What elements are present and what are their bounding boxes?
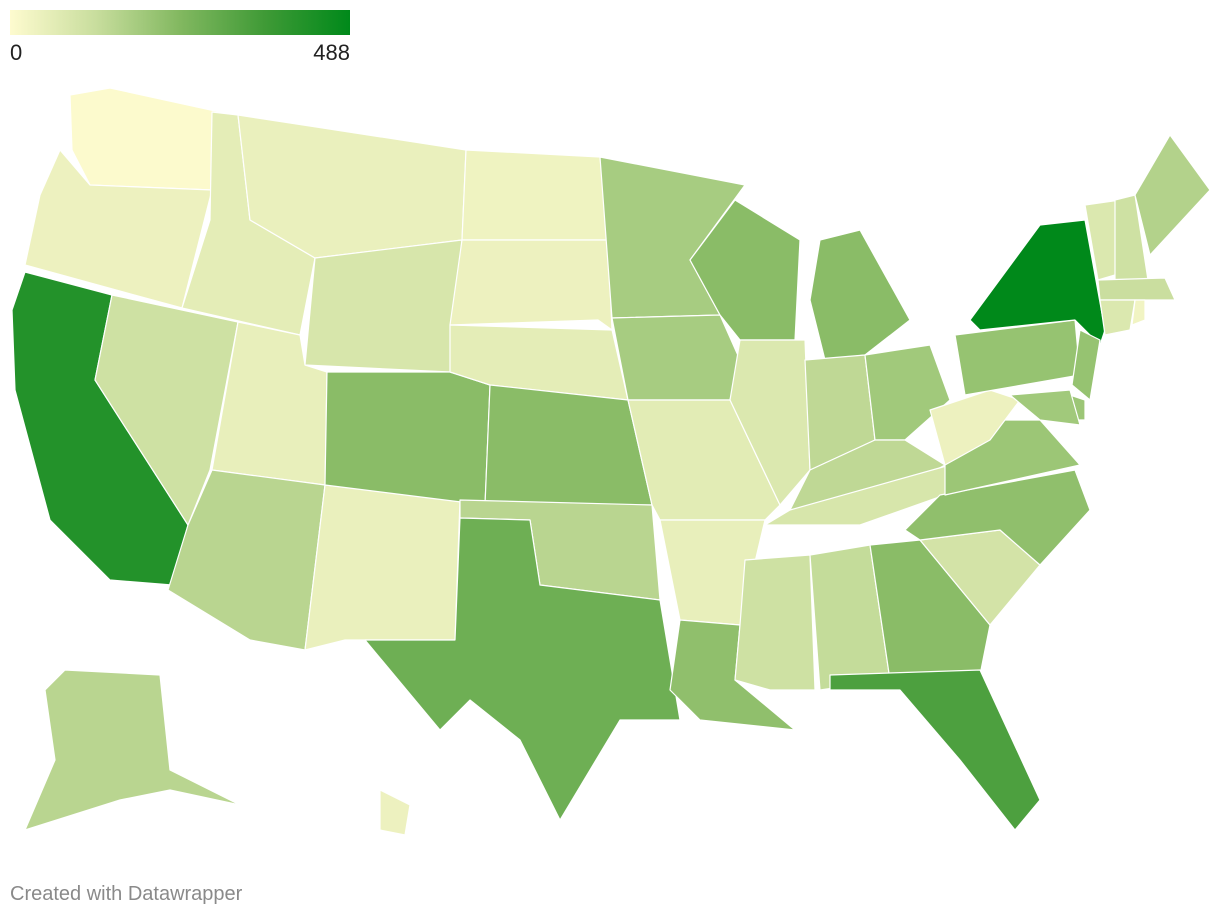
region	[1131, 299, 1146, 326]
region	[869, 539, 991, 681]
region	[484, 384, 653, 506]
region	[764, 464, 951, 526]
region	[24, 669, 241, 831]
region	[449, 239, 613, 331]
region	[324, 371, 491, 506]
region	[729, 339, 811, 506]
regions	[11, 87, 1211, 836]
region	[1099, 299, 1136, 336]
region	[1009, 389, 1081, 426]
region	[864, 344, 951, 441]
region	[734, 554, 816, 691]
region	[829, 669, 1041, 831]
region	[364, 517, 681, 821]
region	[379, 789, 411, 836]
region	[969, 219, 1106, 346]
region	[1071, 329, 1101, 401]
region	[461, 149, 609, 241]
region	[809, 229, 911, 361]
region	[929, 389, 1021, 466]
credit: Created with Datawrapper	[10, 883, 243, 905]
region	[1097, 277, 1176, 301]
region	[304, 239, 463, 373]
legend-gradient	[10, 10, 350, 35]
region	[69, 87, 221, 191]
region	[611, 314, 741, 401]
region	[304, 484, 461, 651]
region	[954, 319, 1081, 396]
region	[1134, 134, 1211, 256]
legend-min-label: 0	[10, 40, 22, 65]
legend-max-label: 488	[313, 40, 350, 65]
region	[94, 294, 239, 526]
